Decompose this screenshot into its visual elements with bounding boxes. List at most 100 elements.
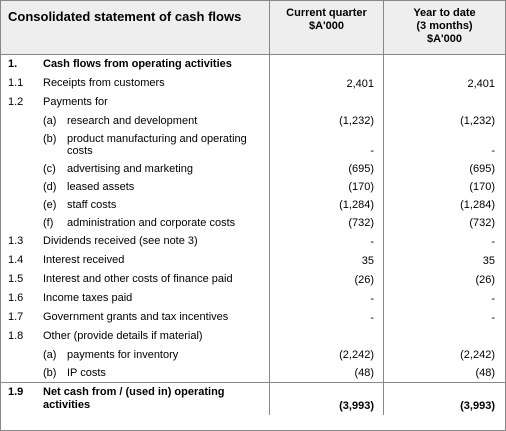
table-body: 1. Cash flows from operating activities 1.… <box>1 55 505 415</box>
ytd-header: Year to date (3 months) $A'000 <box>384 1 505 54</box>
ytd-value: 2,401 <box>467 78 495 90</box>
current-value: (26) <box>354 274 374 286</box>
ytd-value: (26) <box>475 274 495 286</box>
label-cell: (e) staff costs <box>1 196 270 214</box>
indent <box>1 181 43 193</box>
indent <box>1 217 43 229</box>
item-label: Government grants and tax incentives <box>43 311 229 323</box>
item-number: 1.2 <box>8 96 24 108</box>
ytd-value: - <box>491 145 495 157</box>
ytd-cell: (3,993) <box>384 383 505 415</box>
table-row: 1. Cash flows from operating activities <box>1 55 505 74</box>
item-label: staff costs <box>67 199 117 211</box>
table-row: 1.4 Interest received 35 35 <box>1 251 505 270</box>
current-cell: (695) <box>270 160 384 178</box>
ytd-cell: - <box>384 130 505 160</box>
ytd-cell: (2,242) <box>384 346 505 364</box>
ytd-cell: - <box>384 289 505 308</box>
indent <box>1 115 43 127</box>
item-number: 1.5 <box>8 273 24 285</box>
label-cell: 1. Cash flows from operating activities <box>1 55 270 74</box>
label-cell: (b) IP costs <box>1 364 270 382</box>
item-letter: (b) <box>43 367 57 379</box>
label-cell: 1.3 Dividends received (see note 3) <box>1 232 270 251</box>
current-cell: (732) <box>270 214 384 232</box>
current-cell: - <box>270 232 384 251</box>
item-number: 1.8 <box>8 330 24 342</box>
label-cell: 1.1 Receipts from customers <box>1 74 270 93</box>
ytd-cell: (732) <box>384 214 505 232</box>
item-letter: (c) <box>43 163 56 175</box>
ytd-cell: (26) <box>384 270 505 289</box>
label-cell: 1.4 Interest received <box>1 251 270 270</box>
indent <box>1 367 43 379</box>
indent <box>1 133 43 157</box>
ytd-value: (732) <box>469 217 495 229</box>
item-label: payments for inventory <box>67 349 179 361</box>
item-label: leased assets <box>67 181 135 193</box>
ytd-value: - <box>491 293 495 305</box>
ytd-value: (1,232) <box>460 115 495 127</box>
item-label: Other (provide details if material) <box>43 330 203 342</box>
current-cell: (1,284) <box>270 196 384 214</box>
current-cell: - <box>270 308 384 327</box>
ytd-cell: 2,401 <box>384 74 505 93</box>
table-row: (b) IP costs (48) (48) <box>1 364 505 382</box>
label-cell: 1.7 Government grants and tax incentives <box>1 308 270 327</box>
label-cell: 1.2 Payments for <box>1 93 270 112</box>
indent <box>1 349 43 361</box>
table-row: 1.2 Payments for <box>1 93 505 112</box>
label-cell: 1.9 Net cash from / (used in) operating a… <box>1 383 270 415</box>
item-label: research and development <box>67 115 198 127</box>
label-cell: 1.5 Interest and other costs of finance p… <box>1 270 270 289</box>
ytd-cell <box>384 55 505 74</box>
label-cell: (a) payments for inventory <box>1 346 270 364</box>
header-row: Consolidated statement of cash flows Cur… <box>1 1 505 55</box>
current-cell: 2,401 <box>270 74 384 93</box>
item-letter: (e) <box>43 199 57 211</box>
current-value: (48) <box>354 367 374 379</box>
ytd-value: (48) <box>475 367 495 379</box>
current-cell: 35 <box>270 251 384 270</box>
label-cell: (f) administration and corporate costs <box>1 214 270 232</box>
ytd-value: (1,284) <box>460 199 495 211</box>
label-cell: (a) research and development <box>1 112 270 130</box>
ytd-value: (2,242) <box>460 349 495 361</box>
table-row: 1.7 Government grants and tax incentives -… <box>1 308 505 327</box>
item-letter: (a) <box>43 349 57 361</box>
current-cell: (2,242) <box>270 346 384 364</box>
current-cell <box>270 93 384 112</box>
current-value: (1,284) <box>339 199 374 211</box>
ytd-value: - <box>491 236 495 248</box>
header-line: $A'000 <box>308 20 345 32</box>
current-value: (170) <box>348 181 374 193</box>
header-line: Current quarter <box>286 7 367 19</box>
header-line: $A'000 <box>426 33 463 45</box>
current-value: - <box>370 145 374 157</box>
ytd-cell <box>384 327 505 346</box>
ytd-value: (3,993) <box>460 400 495 412</box>
item-letter: (b) <box>43 133 57 145</box>
current-cell: (48) <box>270 364 384 382</box>
table-row: (b) product manufacturing and operating c… <box>1 130 505 160</box>
current-cell: - <box>270 130 384 160</box>
label-cell: 1.8 Other (provide details if material) <box>1 327 270 346</box>
item-number: 1. <box>8 58 18 70</box>
ytd-cell: - <box>384 308 505 327</box>
ytd-value: 35 <box>482 255 495 267</box>
item-number: 1.7 <box>8 311 24 323</box>
current-value: 2,401 <box>346 78 374 90</box>
table-row: (f) administration and corporate costs (73… <box>1 214 505 232</box>
item-label: Dividends received (see note 3) <box>43 235 198 247</box>
current-header: Current quarter $A'000 <box>270 1 384 54</box>
item-label: IP costs <box>67 367 106 379</box>
indent <box>1 163 43 175</box>
label-cell: (d) leased assets <box>1 178 270 196</box>
ytd-cell: (48) <box>384 364 505 382</box>
item-letter: (a) <box>43 115 57 127</box>
ytd-cell: (1,232) <box>384 112 505 130</box>
item-label: Income taxes paid <box>43 292 133 304</box>
current-value: 35 <box>361 255 374 267</box>
item-label: Interest and other costs of finance paid <box>43 273 233 285</box>
table-row: 1.1 Receipts from customers 2,401 2,401 <box>1 74 505 93</box>
